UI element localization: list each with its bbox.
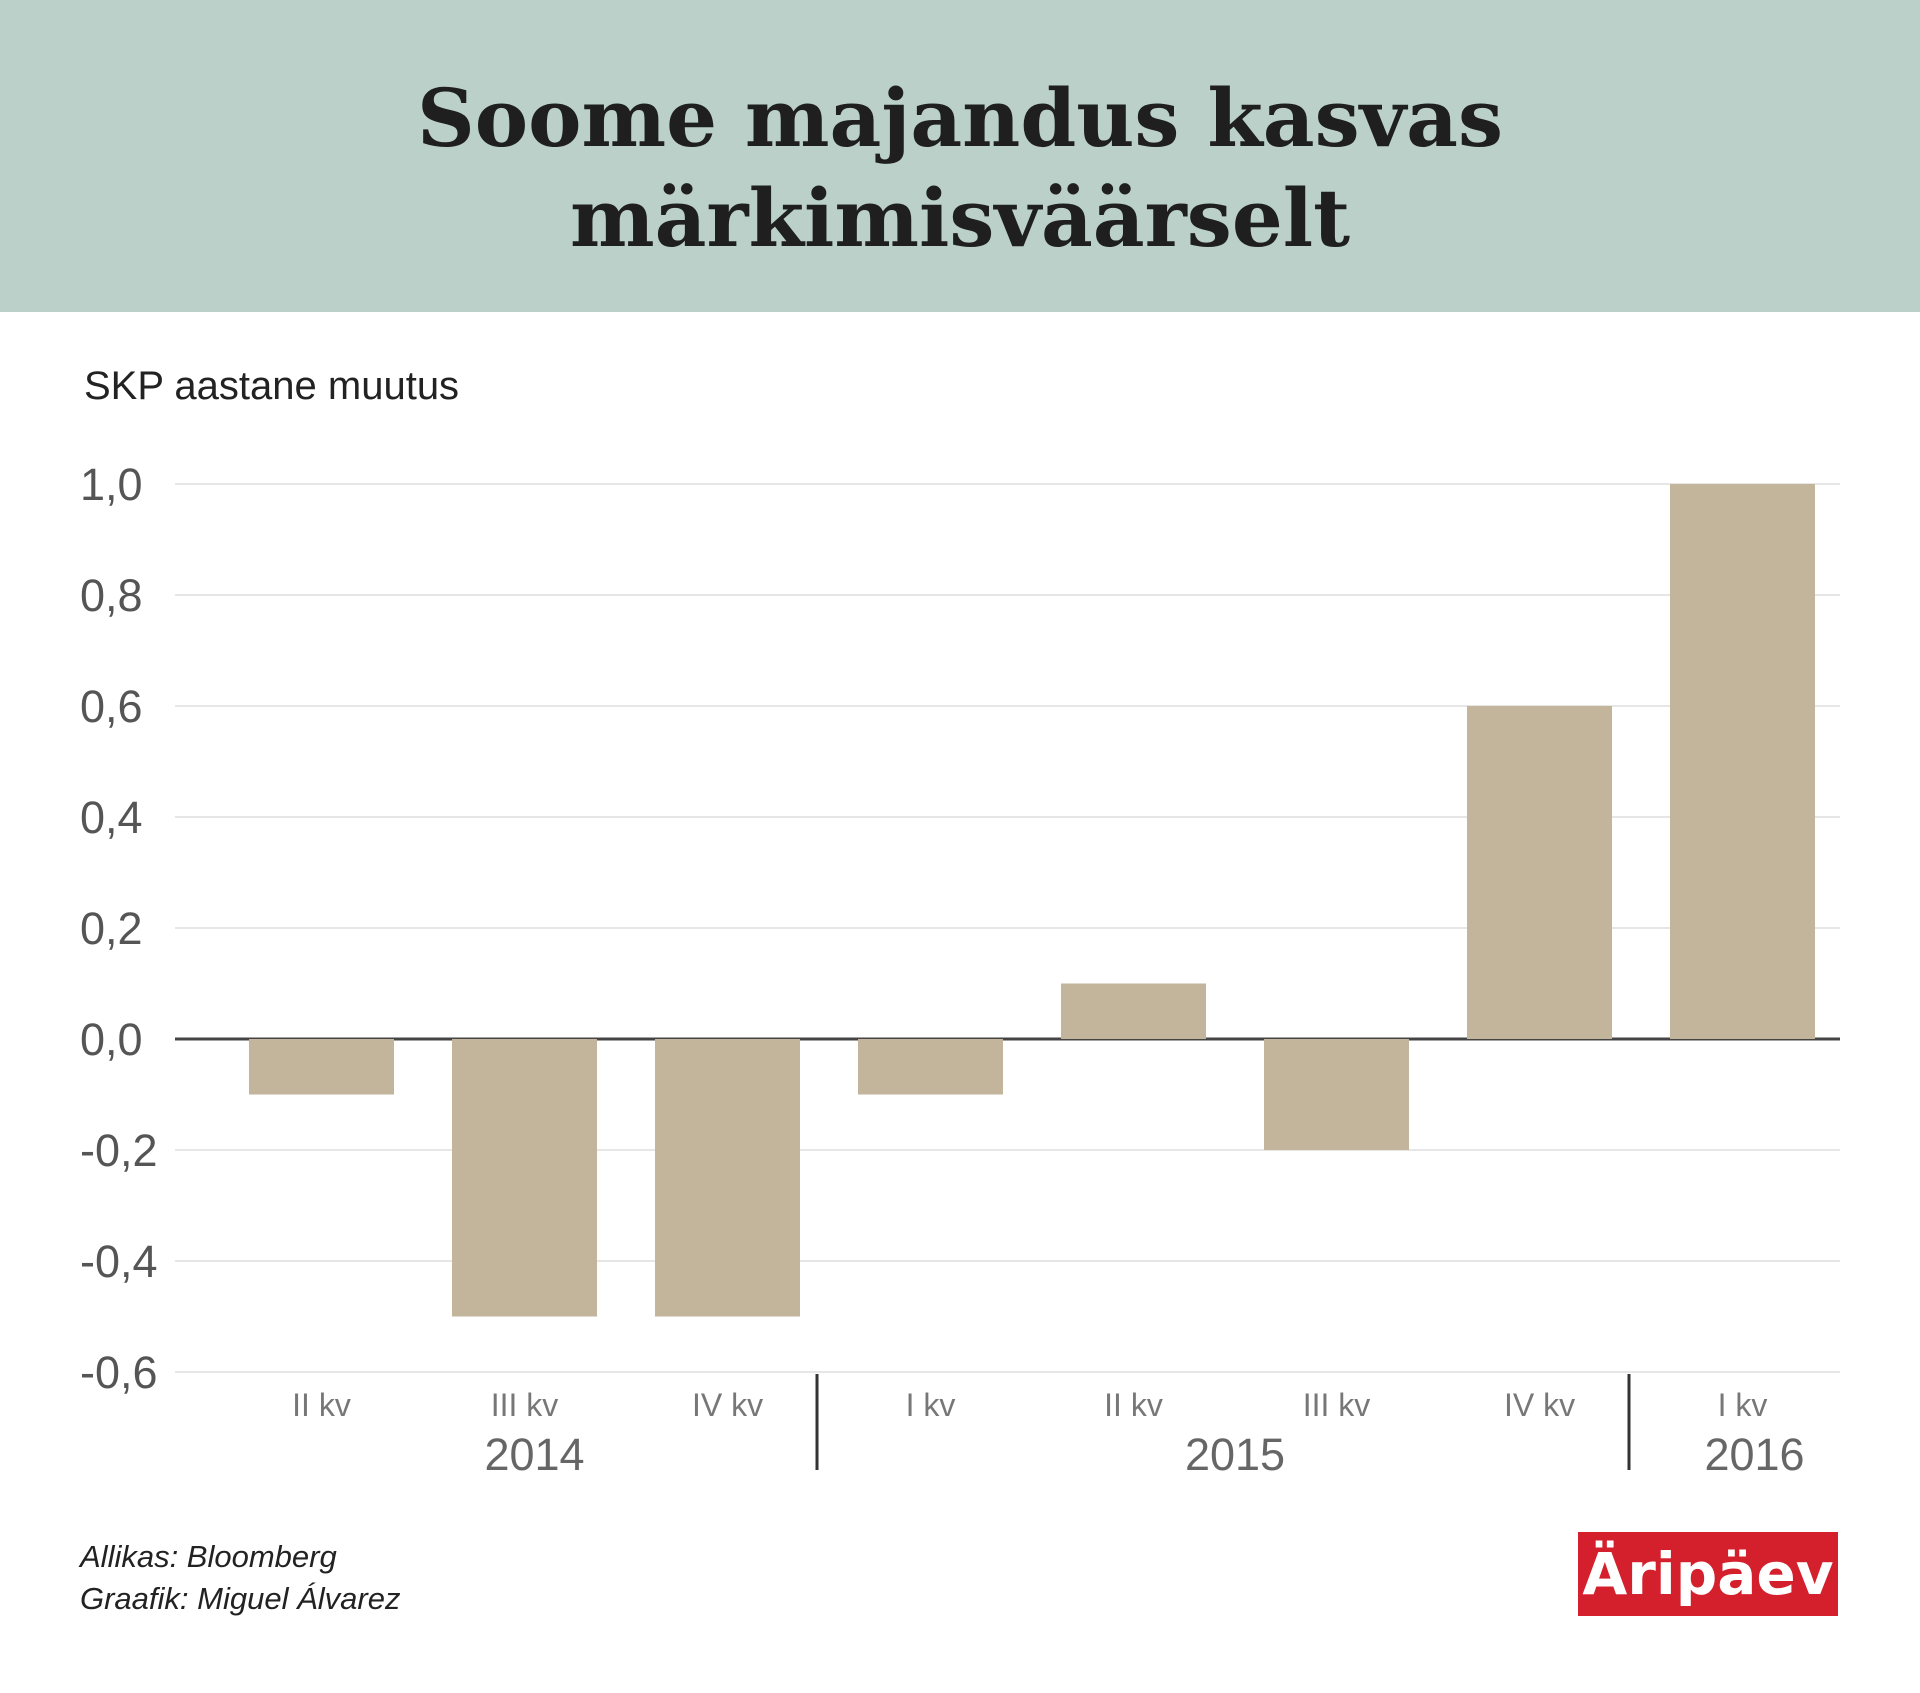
header-banner: [0, 0, 1920, 312]
title-line-1: Soome majandus kasvas: [417, 71, 1503, 165]
y-tick-label: 1,0: [80, 459, 143, 510]
y-tick-label: 0,0: [80, 1014, 143, 1065]
footer-credits: Allikas: Bloomberg Graafik: Miguel Álvar…: [80, 1536, 400, 1620]
bar-7: [1467, 706, 1612, 1039]
bar-1: [249, 1039, 394, 1095]
y-tick-label: 0,8: [80, 570, 143, 621]
bar-6: [1264, 1039, 1409, 1150]
year-label-2014: 2014: [484, 1429, 584, 1480]
y-tick-label: -0,6: [80, 1347, 158, 1398]
aripaev-logo: Äripäev: [1578, 1532, 1838, 1616]
author-credit: Graafik: Miguel Álvarez: [80, 1581, 401, 1616]
year-label-2015: 2015: [1185, 1429, 1285, 1480]
x-tick-label: I kv: [1718, 1387, 1768, 1423]
chart-title: Soome majandus kasvas märkimisväärselt: [0, 68, 1920, 268]
y-tick-labels: 1,0 0,8 0,6 0,4 0,2 0,0 -0,2 -0,4 -0,6: [80, 459, 158, 1398]
bar-4: [858, 1039, 1003, 1095]
y-tick-label: 0,6: [80, 681, 143, 732]
x-tick-label: III kv: [1303, 1387, 1371, 1423]
x-tick-label: II kv: [292, 1387, 351, 1423]
x-tick-labels: II kv III kv IV kv I kv II kv III kv IV kv I kv: [292, 1387, 1767, 1423]
y-axis-label: SKP aastane muutus: [84, 364, 460, 408]
x-tick-label: IV kv: [692, 1387, 763, 1423]
bar-5: [1061, 983, 1206, 1039]
bars: [249, 484, 1815, 1317]
bar-3: [655, 1039, 800, 1317]
y-tick-label: 0,2: [80, 903, 143, 954]
bar-8: [1670, 484, 1815, 1039]
source-credit: Allikas: Bloomberg: [80, 1539, 337, 1574]
y-tick-label: -0,2: [80, 1125, 158, 1176]
bar-2: [452, 1039, 597, 1317]
x-tick-label: III kv: [491, 1387, 559, 1423]
x-tick-label: I kv: [906, 1387, 956, 1423]
year-labels: 2014 2015 2016: [484, 1374, 1805, 1480]
y-tick-label: -0,4: [80, 1236, 158, 1287]
y-tick-label: 0,4: [80, 792, 143, 843]
year-label-2016: 2016: [1704, 1429, 1804, 1480]
x-tick-label: II kv: [1104, 1387, 1163, 1423]
x-tick-label: IV kv: [1504, 1387, 1575, 1423]
title-line-2: märkimisväärselt: [569, 171, 1351, 265]
